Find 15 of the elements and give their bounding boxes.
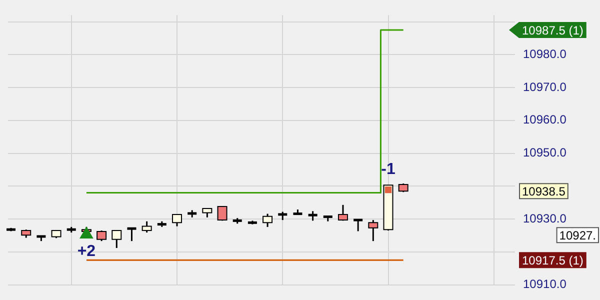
y-tick-label: 10950.0	[523, 146, 567, 160]
text: 10917.5 (1)	[522, 253, 584, 268]
candlestick	[307, 210, 319, 222]
candlestick	[352, 218, 364, 232]
text: 10938.5	[522, 184, 566, 198]
y-tick-label: 10980.0	[523, 46, 567, 61]
series-label: -1	[381, 161, 396, 178]
series-label: +2	[77, 242, 96, 260]
y-tick-label: 10960.0	[523, 112, 567, 127]
candlestick	[126, 227, 138, 242]
y-tick-label: 10930.0	[523, 211, 567, 226]
y-tick-label: 10970.0	[523, 80, 567, 94]
y-tick-label: 10910.0	[523, 277, 567, 292]
text: 10987.5 (1)	[522, 23, 584, 38]
text: 10927.	[559, 228, 596, 242]
